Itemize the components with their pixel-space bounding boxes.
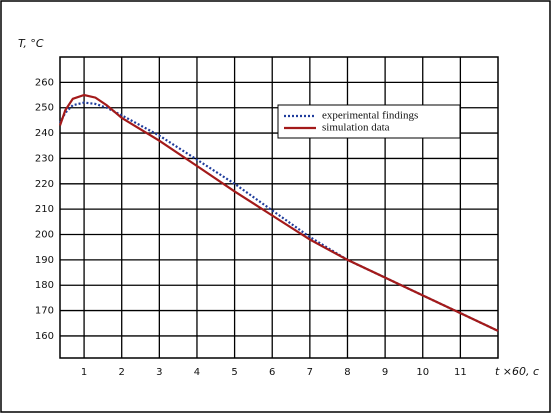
grid	[60, 57, 498, 358]
y-tick-label: 200	[35, 230, 54, 241]
y-tick-label: 230	[35, 153, 54, 164]
x-tick-label: 11	[454, 367, 467, 378]
legend-label: experimental findings	[322, 110, 418, 122]
y-tick-label: 260	[35, 77, 54, 88]
y-tick-label: 250	[35, 103, 54, 114]
data-line	[58, 93, 499, 332]
x-tick-label: 2	[119, 367, 125, 378]
x-axis-label: t ×60, c	[495, 365, 539, 378]
y-tick-label: 220	[35, 179, 54, 190]
y-tick-label: 170	[35, 306, 54, 317]
x-tick-label: 8	[344, 367, 350, 378]
y-axis-label: T, °C	[18, 37, 44, 50]
x-tick-label: 3	[156, 367, 162, 378]
x-tick-label: 10	[416, 367, 429, 378]
x-tick-label: 4	[194, 367, 200, 378]
plot-area	[59, 56, 499, 359]
y-tick-label: 190	[35, 255, 54, 266]
x-tick-label: 7	[307, 367, 313, 378]
legend-label: simulation data	[322, 122, 390, 134]
x-tick-label: 6	[269, 367, 275, 378]
legend-box	[277, 104, 461, 139]
x-tick-label: 1	[81, 367, 87, 378]
y-tick-label: 210	[35, 204, 54, 215]
x-tick-label: 5	[231, 367, 237, 378]
x-tick-label: 9	[382, 367, 388, 378]
y-tick-label: 240	[35, 128, 54, 139]
y-tick-label: 180	[35, 280, 54, 291]
y-tick-label: 160	[35, 331, 54, 342]
